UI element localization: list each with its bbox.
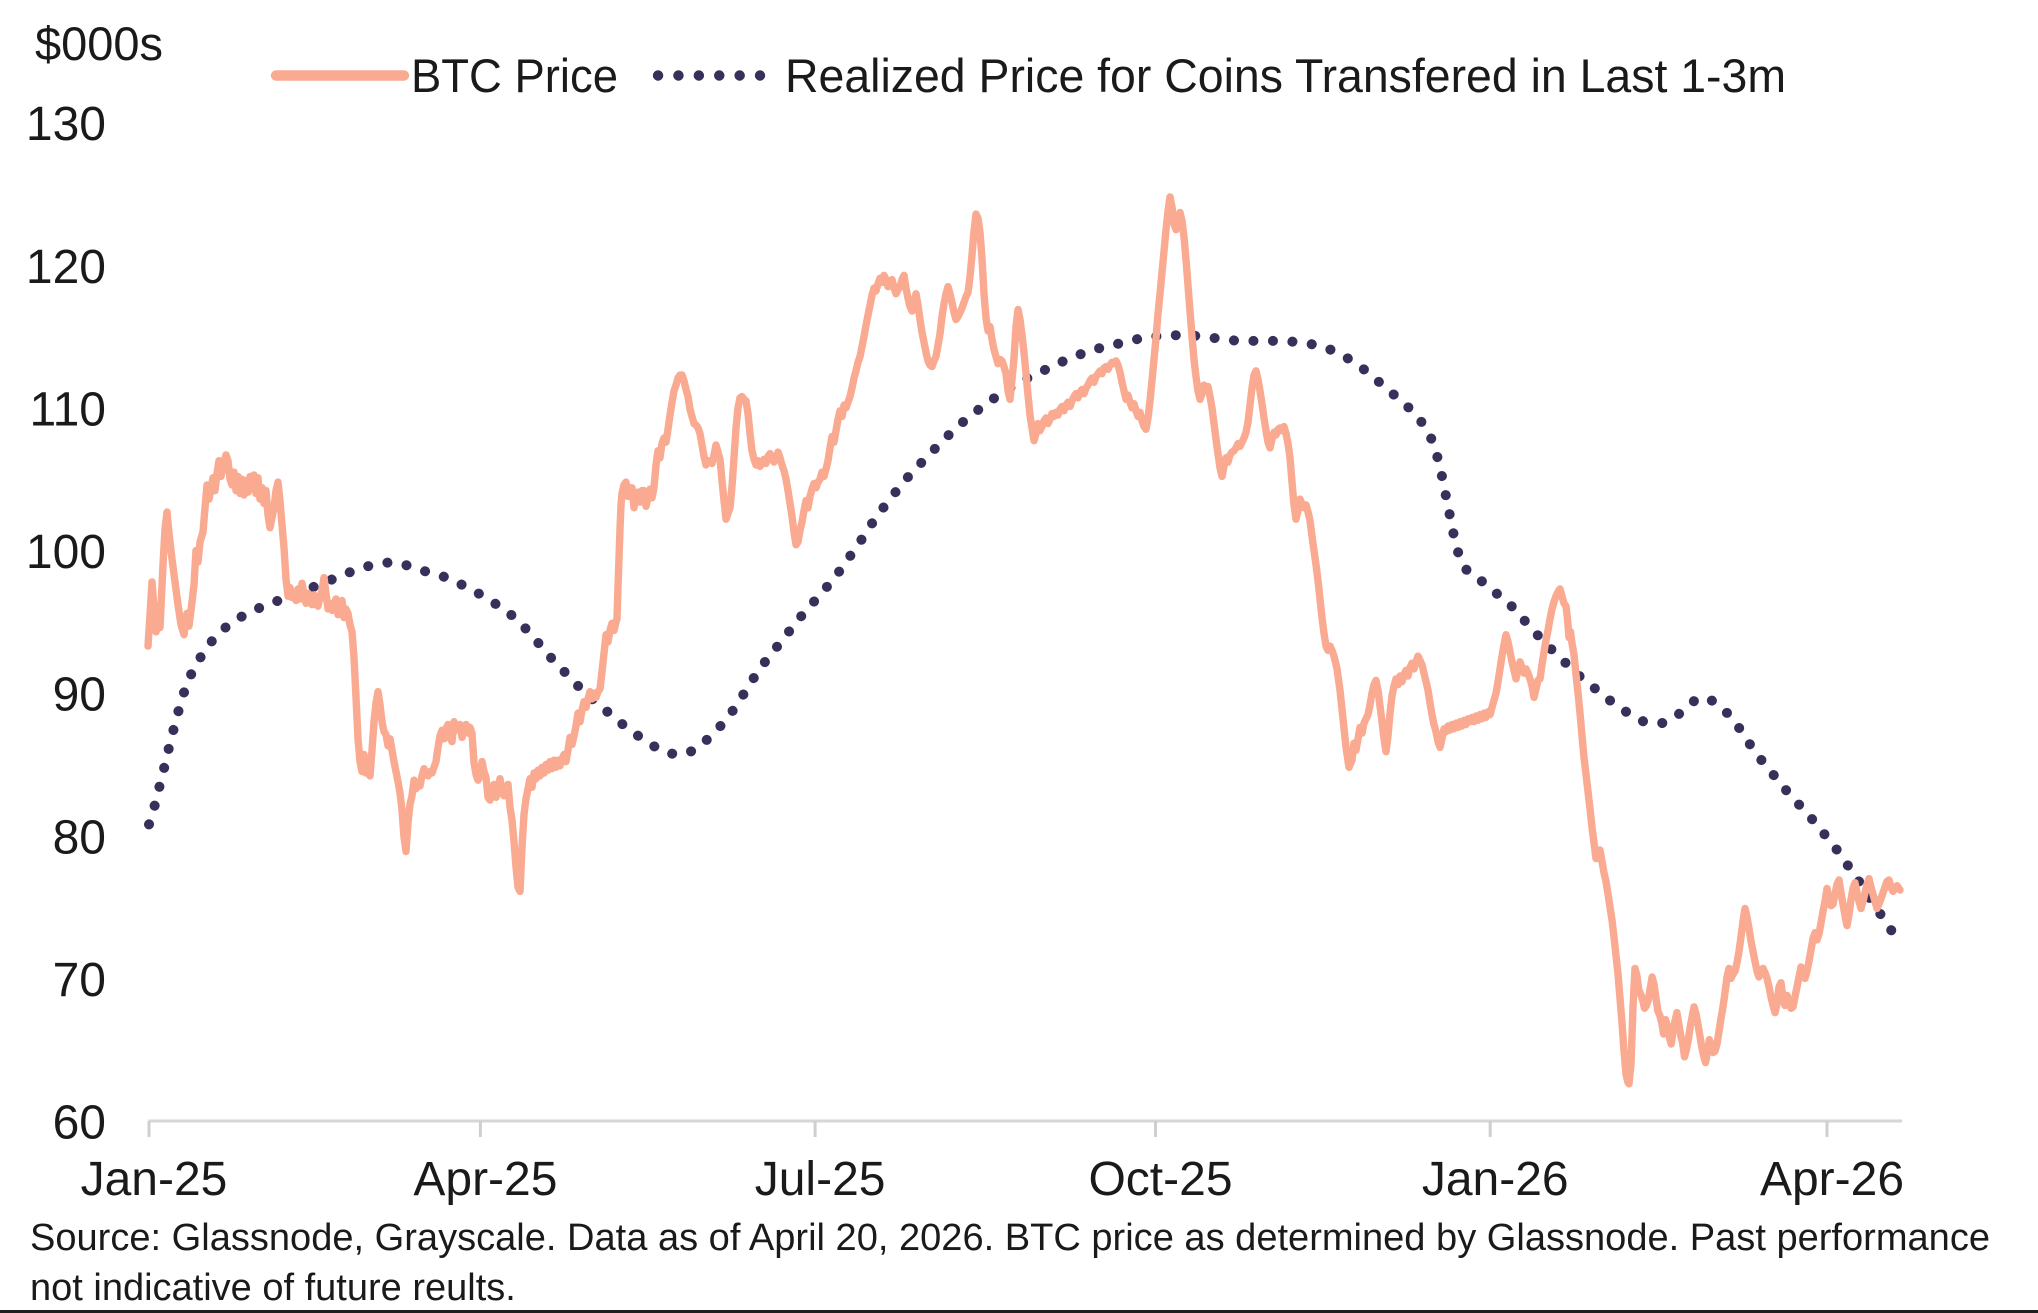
svg-text:80: 80 (53, 811, 106, 864)
svg-text:Jul-25: Jul-25 (755, 1153, 886, 1206)
svg-text:BTC Price: BTC Price (411, 49, 618, 102)
svg-text:Apr-25: Apr-25 (413, 1153, 557, 1206)
svg-text:100: 100 (26, 526, 106, 579)
svg-text:Jan-25: Jan-25 (81, 1153, 228, 1206)
svg-text:Realized Price for Coins Trans: Realized Price for Coins Transfered in L… (785, 49, 1786, 102)
svg-text:Jan-26: Jan-26 (1422, 1153, 1569, 1206)
svg-text:70: 70 (53, 954, 106, 1007)
svg-text:90: 90 (53, 669, 106, 722)
svg-text:120: 120 (26, 241, 106, 294)
svg-text:Source: Glassnode, Grayscale.: Source: Glassnode, Grayscale. Data as of… (30, 1217, 1990, 1259)
svg-text:110: 110 (29, 383, 106, 436)
svg-text:130: 130 (26, 98, 106, 151)
svg-text:Apr-26: Apr-26 (1760, 1153, 1904, 1206)
svg-text:Oct-25: Oct-25 (1088, 1153, 1232, 1206)
svg-text:60: 60 (53, 1097, 106, 1150)
svg-text:$000s: $000s (35, 17, 163, 70)
svg-text:not indicative of future reult: not indicative of future reults. (30, 1267, 516, 1309)
